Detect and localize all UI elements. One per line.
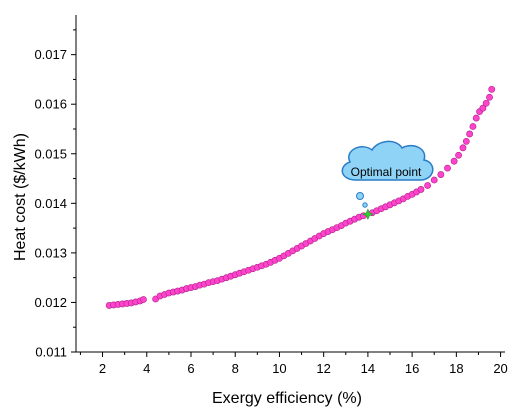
optimal-point-marker-layer	[362, 208, 374, 220]
data-point	[466, 130, 474, 138]
x-tick-label: 14	[361, 361, 375, 376]
y-tick-label: 0.016	[34, 97, 67, 112]
callout-bubble-large	[356, 192, 364, 200]
data-point	[424, 182, 432, 189]
optimal-point-label: Optimal point	[351, 165, 422, 179]
x-tick-label: 18	[449, 361, 463, 376]
data-point	[430, 176, 438, 184]
ticks-layer: 2 4 6 8 10 12 14 16 18 20 0.011 0.012 0.013 0.014 0.01…	[34, 29, 508, 376]
data-point	[472, 114, 480, 122]
y-tick-label: 0.014	[34, 196, 67, 211]
y-tick-label: 0.017	[34, 47, 67, 62]
data-point	[455, 151, 462, 159]
x-tick-label: 12	[316, 361, 330, 376]
x-tick-label: 6	[187, 361, 194, 376]
data-point	[450, 157, 458, 165]
y-tick-label: 0.012	[34, 295, 67, 310]
data-point	[459, 144, 467, 152]
data-point	[417, 186, 425, 193]
x-tick-label: 10	[272, 361, 286, 376]
y-tick-label: 0.011	[35, 345, 67, 360]
x-axis-title: Exergy efficiency (%)	[212, 390, 362, 407]
x-tick-label: 8	[232, 361, 239, 376]
data-point	[140, 296, 147, 303]
callout-bubble-small	[362, 202, 368, 208]
optimal-point-marker	[362, 208, 374, 220]
data-point	[486, 93, 493, 101]
data-point	[469, 123, 477, 130]
data-point	[479, 104, 487, 112]
y-tick-label: 0.013	[34, 245, 67, 260]
data-point	[444, 164, 451, 172]
data-point	[482, 99, 490, 107]
y-axis-title: Heat cost ($/kWh)	[12, 133, 29, 261]
axes-layer	[75, 15, 505, 353]
data-point	[437, 171, 445, 178]
optimal-point-callout: Optimal point	[341, 140, 434, 208]
x-tick-label: 2	[99, 361, 106, 376]
y-tick-label: 0.015	[34, 146, 67, 161]
data-point	[488, 85, 496, 93]
x-tick-label: 16	[405, 361, 419, 376]
x-tick-label: 4	[143, 361, 150, 376]
data-points-layer	[105, 85, 496, 309]
x-tick-label: 20	[493, 361, 507, 376]
cloud-shape	[341, 140, 434, 181]
data-point	[462, 137, 470, 145]
